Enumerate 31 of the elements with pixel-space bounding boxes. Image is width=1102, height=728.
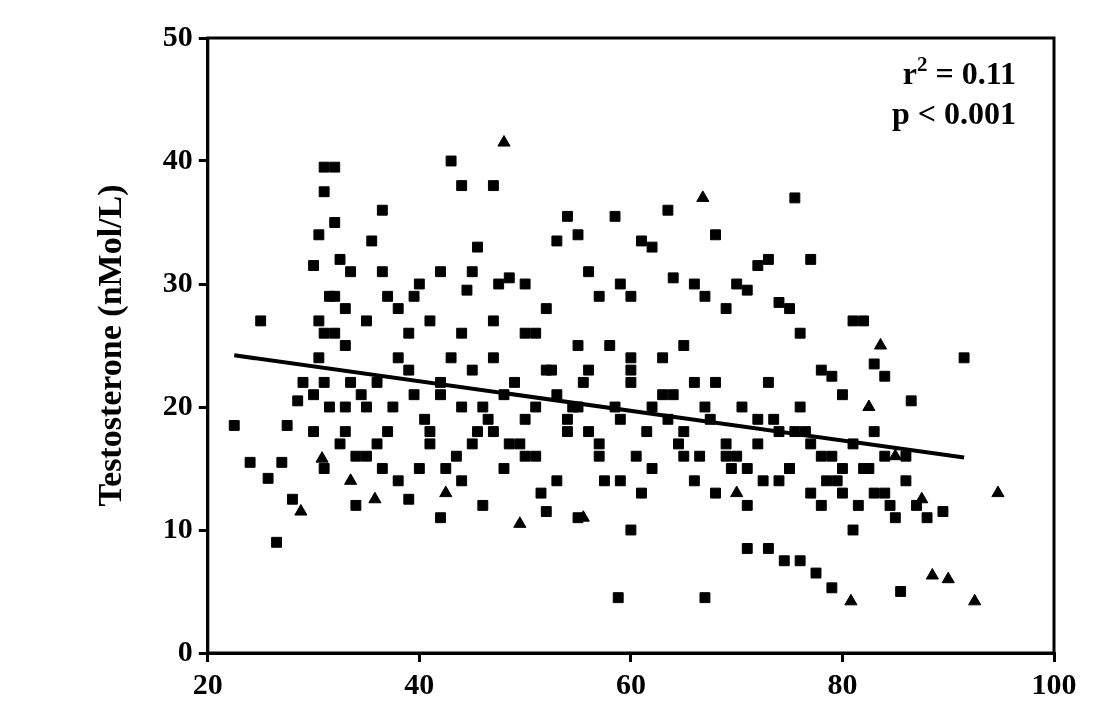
y-tick-label: 0 [177, 633, 193, 667]
point [497, 135, 511, 147]
point [941, 571, 955, 584]
y-tick-label: 30 [162, 264, 193, 298]
x-tick-label: 40 [404, 666, 435, 700]
annotation: p < 0.001 [891, 95, 1016, 131]
point [368, 491, 382, 504]
point [513, 516, 527, 528]
point [991, 485, 1005, 498]
y-axis-title: Testosterone (nMol/L) [91, 184, 130, 507]
y-tick-label: 50 [162, 18, 193, 52]
point [294, 504, 308, 516]
x-tick-label: 100 [1031, 666, 1077, 700]
point [862, 399, 876, 411]
point [925, 568, 939, 580]
y-tick-label: 10 [162, 510, 193, 544]
point [873, 338, 888, 350]
point [968, 593, 982, 606]
y-tick-label: 40 [162, 141, 193, 175]
x-tick-label: 60 [615, 666, 646, 700]
point [888, 448, 902, 461]
point [344, 473, 358, 485]
point [439, 485, 453, 498]
point [730, 485, 744, 498]
point [844, 593, 858, 606]
point [315, 451, 329, 463]
x-tick-label: 80 [827, 666, 858, 700]
y-tick-label: 20 [162, 387, 193, 421]
point [696, 190, 710, 202]
point [915, 491, 929, 504]
x-tick-label: 20 [192, 666, 223, 700]
